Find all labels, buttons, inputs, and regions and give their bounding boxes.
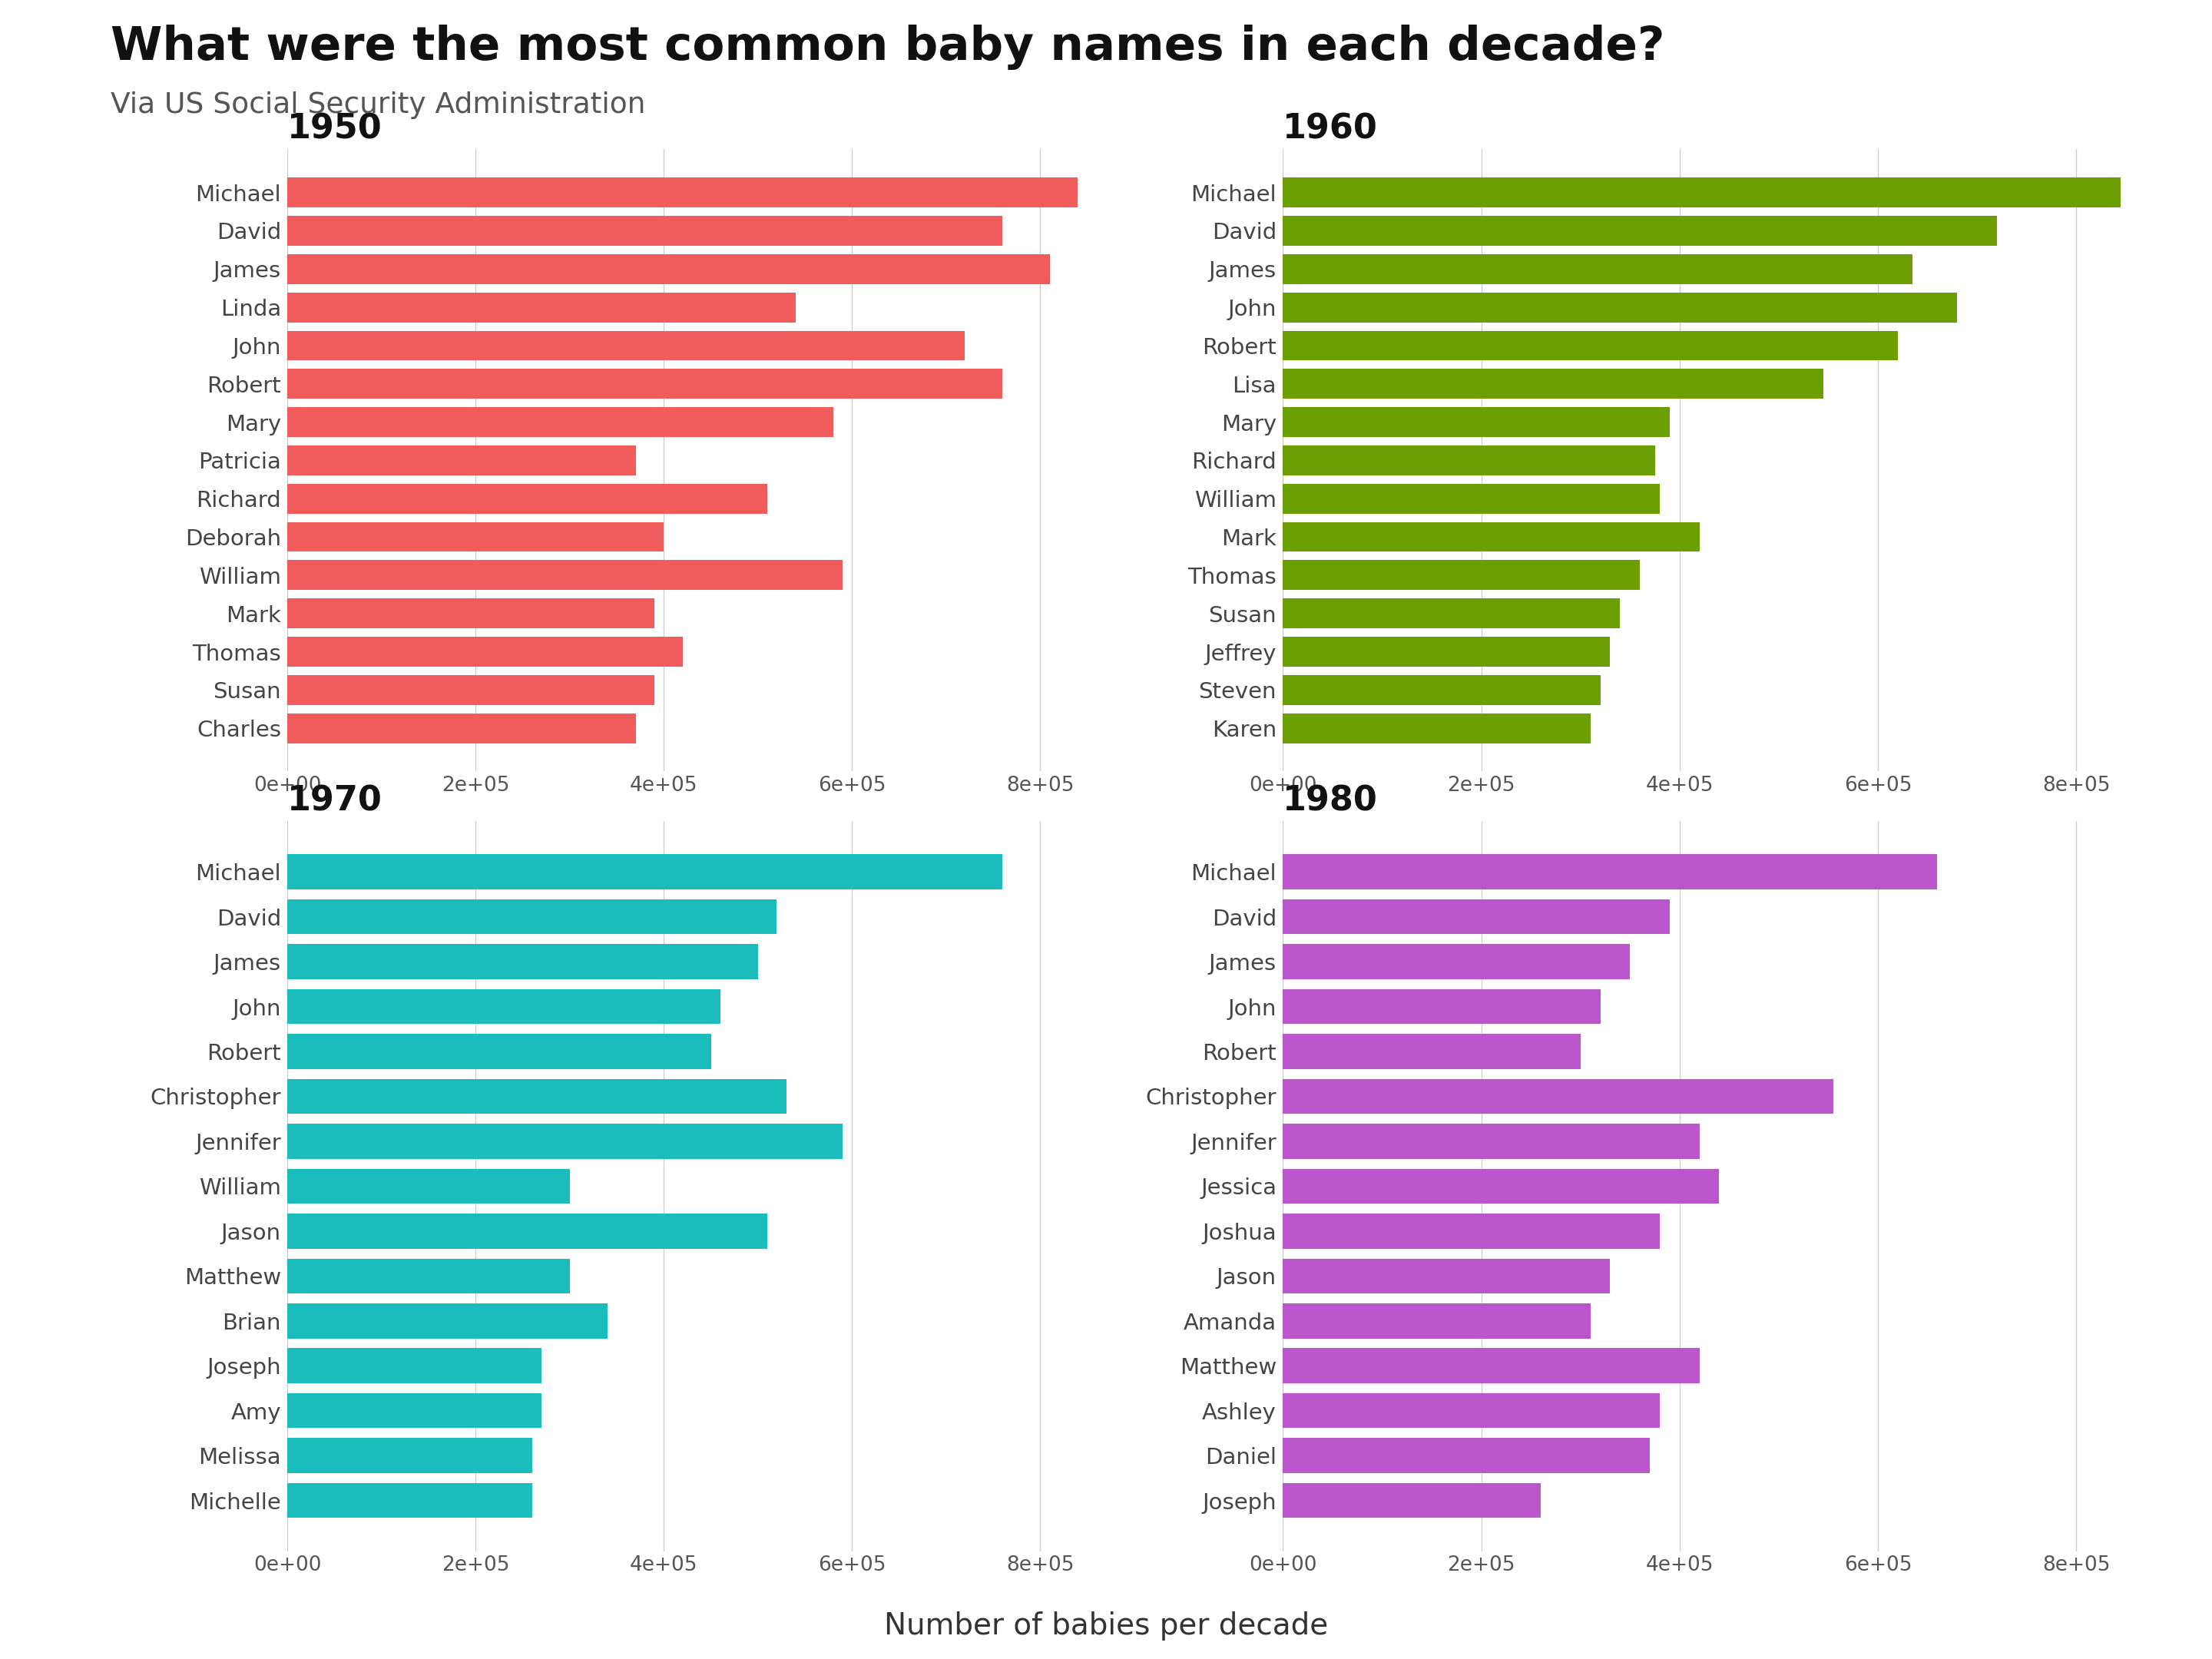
Bar xyxy=(288,484,768,514)
Bar xyxy=(288,1168,571,1204)
Bar xyxy=(288,292,796,322)
Bar xyxy=(1283,1394,1659,1428)
Bar xyxy=(1283,1438,1650,1473)
Bar xyxy=(288,1259,571,1294)
Bar xyxy=(1283,561,1639,591)
Text: Number of babies per decade: Number of babies per decade xyxy=(885,1611,1327,1641)
Bar xyxy=(1283,446,1655,474)
Bar xyxy=(1283,178,2121,207)
Bar xyxy=(1283,1304,1590,1339)
Bar xyxy=(1283,406,1670,436)
Bar xyxy=(288,1214,768,1249)
Bar xyxy=(1283,899,1670,934)
Bar xyxy=(288,178,1077,207)
Bar xyxy=(288,599,655,629)
Text: What were the most common baby names in each decade?: What were the most common baby names in … xyxy=(111,25,1666,70)
Bar xyxy=(1283,523,1699,552)
Bar xyxy=(1283,854,1938,889)
Bar xyxy=(1283,675,1599,705)
Bar xyxy=(288,216,1002,246)
Bar xyxy=(1283,292,1958,322)
Bar xyxy=(1283,1168,1719,1204)
Bar xyxy=(288,637,684,667)
Bar xyxy=(1283,1259,1610,1294)
Bar xyxy=(288,1394,542,1428)
Bar xyxy=(1283,254,1913,284)
Bar xyxy=(1283,1483,1542,1518)
Bar xyxy=(288,561,843,591)
Bar xyxy=(1283,944,1630,979)
Bar xyxy=(1283,1214,1659,1249)
Bar xyxy=(288,899,776,934)
Bar xyxy=(288,1078,785,1113)
Bar xyxy=(288,854,1002,889)
Bar xyxy=(288,1123,843,1158)
Bar xyxy=(1283,1349,1699,1384)
Bar xyxy=(1283,989,1599,1024)
Bar xyxy=(288,406,834,436)
Bar xyxy=(1283,637,1610,667)
Text: 1970: 1970 xyxy=(288,785,383,818)
Bar xyxy=(288,446,635,474)
Text: Via US Social Security Administration: Via US Social Security Administration xyxy=(111,91,646,119)
Bar xyxy=(288,523,664,552)
Bar xyxy=(288,1438,533,1473)
Bar xyxy=(1283,330,1898,360)
Bar xyxy=(288,675,655,705)
Bar xyxy=(288,1304,608,1339)
Bar xyxy=(1283,1034,1579,1068)
Bar xyxy=(288,713,635,743)
Bar xyxy=(288,1349,542,1384)
Text: 1980: 1980 xyxy=(1283,785,1378,818)
Bar xyxy=(288,1034,710,1068)
Bar xyxy=(1283,1123,1699,1158)
Bar xyxy=(288,1483,533,1518)
Bar xyxy=(1283,216,1997,246)
Bar xyxy=(1283,713,1590,743)
Bar xyxy=(1283,1078,1834,1113)
Bar xyxy=(288,368,1002,398)
Bar xyxy=(288,989,721,1024)
Bar xyxy=(1283,599,1619,629)
Bar xyxy=(288,254,1048,284)
Text: 1950: 1950 xyxy=(288,113,383,146)
Bar xyxy=(288,944,759,979)
Text: 1960: 1960 xyxy=(1283,113,1378,146)
Bar xyxy=(1283,484,1659,514)
Bar xyxy=(288,330,964,360)
Bar xyxy=(1283,368,1823,398)
